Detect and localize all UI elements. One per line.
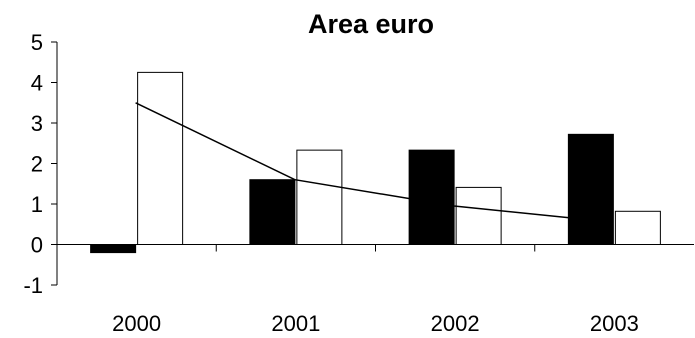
y-tick-label: 0 bbox=[31, 233, 43, 258]
x-tick-label: 2002 bbox=[431, 311, 480, 336]
bar-dark-2003 bbox=[567, 133, 614, 245]
trend-layer bbox=[135, 102, 614, 223]
bars-layer bbox=[90, 71, 661, 254]
bar-light-2001 bbox=[296, 149, 343, 245]
y-tick-label: -1 bbox=[23, 273, 43, 298]
y-tick-label: 3 bbox=[31, 111, 43, 136]
trend-line bbox=[135, 102, 614, 223]
bar-light-2003 bbox=[614, 210, 661, 245]
axes-layer bbox=[51, 41, 694, 286]
tick-labels-layer: -1 0 1 2 3 4 5 2000 2001 2002 2003 bbox=[23, 30, 638, 336]
chart-title: Area euro bbox=[308, 9, 434, 39]
bar-light-2000 bbox=[137, 71, 184, 245]
bar-light-2002 bbox=[455, 186, 502, 246]
x-tick-label: 2003 bbox=[590, 311, 639, 336]
bar-dark-2002 bbox=[408, 149, 455, 245]
y-tick-label: 2 bbox=[31, 152, 43, 177]
bar-dark-2000 bbox=[90, 244, 137, 254]
bar-dark-2001 bbox=[249, 179, 296, 245]
y-tick-label: 1 bbox=[31, 192, 43, 217]
x-tick-label: 2000 bbox=[112, 311, 161, 336]
y-tick-label: 5 bbox=[31, 30, 43, 55]
x-tick-label: 2001 bbox=[271, 311, 320, 336]
y-tick-label: 4 bbox=[31, 71, 43, 96]
